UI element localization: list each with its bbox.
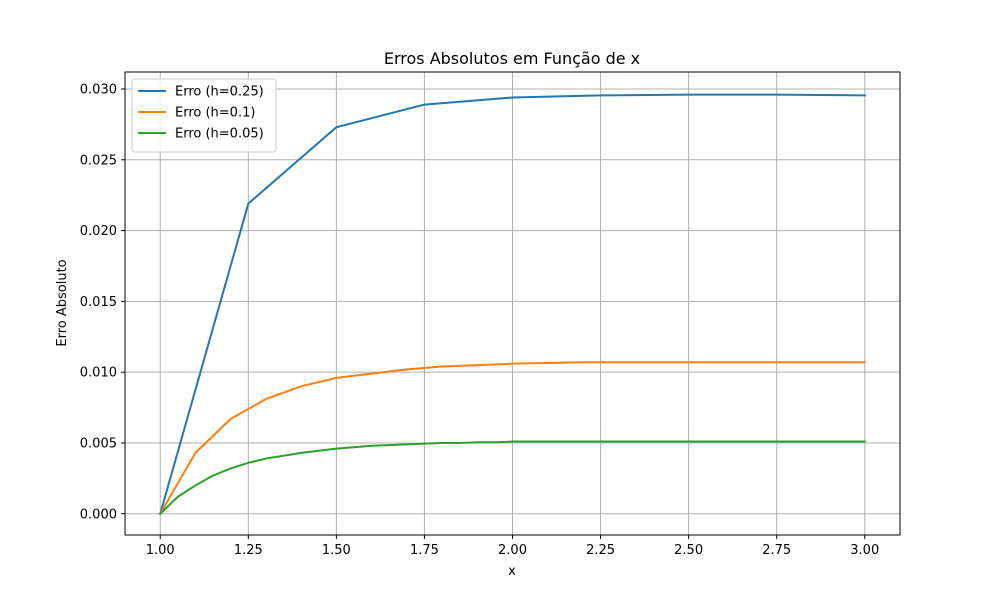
y-axis-label: Erro Absoluto bbox=[55, 259, 70, 346]
x-tick-label: 3.00 bbox=[850, 543, 879, 558]
y-tick-label: 0.015 bbox=[80, 295, 117, 310]
x-tick-label: 2.00 bbox=[498, 543, 527, 558]
legend-label: Erro (h=0.1) bbox=[175, 106, 255, 121]
x-tick-label: 2.75 bbox=[762, 543, 791, 558]
x-tick-label: 1.75 bbox=[410, 543, 439, 558]
legend-label: Erro (h=0.25) bbox=[175, 85, 264, 100]
x-tick-label: 1.25 bbox=[234, 543, 263, 558]
grid bbox=[125, 72, 900, 535]
legend-box bbox=[131, 78, 277, 153]
x-tick-label: 2.25 bbox=[586, 543, 615, 558]
series-line-1 bbox=[158, 93, 866, 515]
x-ticks: 1.00 1.25 1.50 1.75 2.00 2.25 2.50 2.75 3.00 bbox=[146, 535, 879, 558]
series-line-3 bbox=[158, 440, 866, 516]
legend: Erro (h=0.25) Erro (h=0.1) Erro (h=0.05) bbox=[131, 78, 277, 153]
x-tick-label: 1.00 bbox=[146, 543, 175, 558]
y-tick-label: 0.020 bbox=[80, 224, 117, 239]
series-line-2 bbox=[158, 361, 866, 516]
y-tick-label: 0.010 bbox=[80, 366, 117, 381]
y-ticks: 0.000 0.005 0.010 0.015 0.020 0.025 0.030 bbox=[80, 82, 125, 522]
chart-title: Erros Absolutos em Função de x bbox=[384, 49, 640, 68]
y-tick-label: 0.005 bbox=[80, 436, 117, 451]
x-axis-label: x bbox=[508, 564, 516, 579]
x-tick-label: 1.50 bbox=[322, 543, 351, 558]
y-tick-label: 0.025 bbox=[80, 153, 117, 168]
x-tick-label: 2.50 bbox=[674, 543, 703, 558]
series-lines bbox=[158, 93, 866, 516]
y-tick-label: 0.030 bbox=[80, 82, 117, 97]
y-tick-label: 0.000 bbox=[80, 507, 117, 522]
legend-label: Erro (h=0.05) bbox=[175, 127, 264, 142]
